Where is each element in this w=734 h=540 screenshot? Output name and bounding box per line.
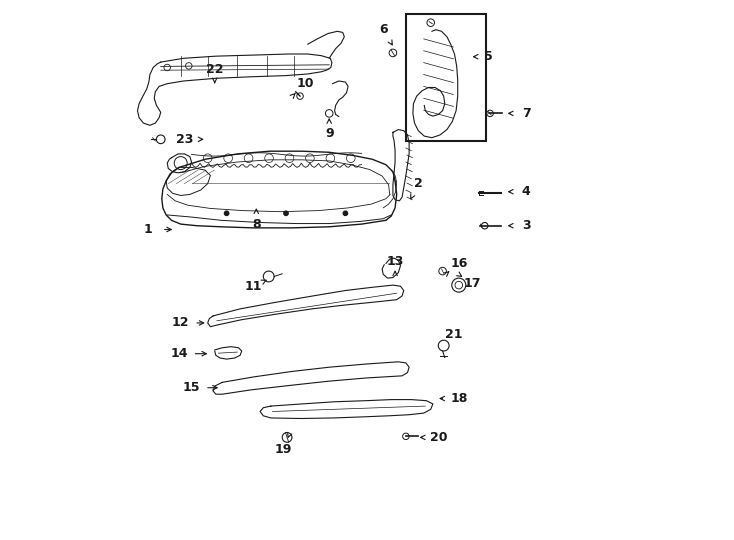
Text: 12: 12	[172, 316, 189, 329]
Text: 9: 9	[325, 127, 333, 140]
Text: 21: 21	[445, 328, 462, 341]
Text: 8: 8	[252, 218, 261, 231]
Text: 4: 4	[522, 185, 531, 198]
Text: 22: 22	[206, 63, 223, 76]
Circle shape	[344, 211, 348, 215]
Text: 20: 20	[429, 431, 447, 444]
Circle shape	[225, 211, 229, 215]
Text: 7: 7	[522, 107, 531, 120]
Text: 10: 10	[296, 77, 313, 90]
Text: 1: 1	[144, 223, 153, 236]
Text: 16: 16	[450, 257, 468, 270]
Text: 17: 17	[464, 277, 481, 290]
Text: 13: 13	[386, 255, 404, 268]
Text: 6: 6	[379, 23, 388, 36]
Text: 14: 14	[170, 347, 188, 360]
Circle shape	[284, 211, 288, 215]
Bar	[406, 14, 486, 141]
Text: 18: 18	[450, 392, 468, 405]
Text: 15: 15	[183, 381, 200, 394]
Text: 19: 19	[275, 443, 292, 456]
Text: 3: 3	[522, 219, 531, 232]
Text: 23: 23	[176, 133, 194, 146]
Text: 11: 11	[245, 280, 262, 293]
Text: 5: 5	[484, 50, 493, 63]
Text: 2: 2	[414, 177, 423, 190]
